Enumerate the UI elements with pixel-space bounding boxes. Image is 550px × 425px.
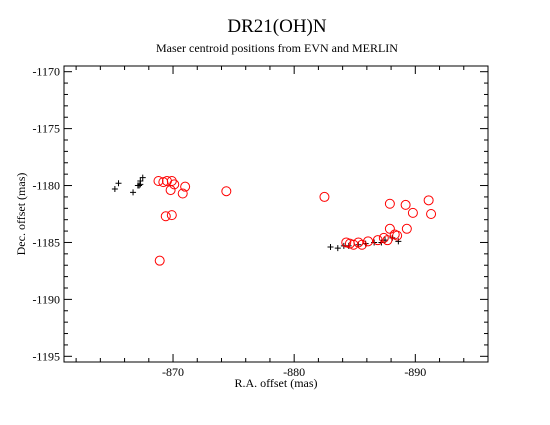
circle-data-point [153, 175, 164, 186]
circle-data-point [372, 235, 383, 246]
y-tick-label: -1190 [32, 292, 60, 306]
y-tick-label: -1185 [32, 235, 60, 249]
y-tick-label: -1175 [32, 122, 60, 136]
plus-data-point [327, 244, 334, 251]
plus-data-point [139, 174, 146, 181]
axis-tick-labels: -870 -880 -890 -1170 -1175 -1180 -1185 -1190 -11… [32, 65, 426, 379]
circle-data-point [392, 230, 403, 241]
chart-title: DR21(OH)N [227, 16, 326, 37]
circle-data-point [400, 199, 411, 210]
circle-data-point [160, 211, 171, 222]
x-tick-label: -890 [404, 365, 426, 379]
plus-data-point [111, 185, 118, 192]
axis-ticks [64, 66, 488, 362]
plus-data-point [334, 245, 341, 252]
circle-data-point [154, 255, 165, 266]
plus-data-point [136, 182, 143, 189]
circle-data-point [221, 186, 232, 197]
x-tick-label: -880 [283, 365, 305, 379]
circle-data-point [169, 179, 180, 190]
circle-data-point [348, 239, 359, 250]
y-tick-label: -1170 [32, 65, 60, 79]
circle-data-point [426, 209, 437, 219]
circle-data-point [165, 185, 176, 196]
circle-data-point [166, 210, 177, 221]
plus-data-point [137, 181, 144, 188]
y-tick-label: -1180 [32, 179, 60, 193]
circle-data-point [384, 198, 395, 209]
circle-data-point [177, 188, 188, 199]
circle-data-point [357, 239, 368, 250]
circle-data-point [319, 191, 330, 202]
circle-data-point [382, 235, 393, 246]
circle-data-point [389, 229, 400, 240]
y-axis-label: Dec. offset (mas) [14, 173, 28, 256]
circle-data-point [363, 236, 374, 247]
x-tick-label: -870 [162, 365, 184, 379]
circle-data-point [423, 195, 434, 206]
plus-data-point [395, 238, 402, 245]
y-tick-label: -1195 [32, 349, 60, 363]
plot-frame [63, 65, 489, 363]
circle-data-point [407, 207, 418, 218]
chart-subtitle: Maser centroid positions from EVN and ME… [156, 41, 398, 55]
circle-data-point [401, 223, 412, 234]
plus-data-point [115, 180, 122, 187]
plus-data-point [130, 189, 137, 196]
circle-data-point [384, 223, 395, 234]
x-axis-label: R.A. offset (mas) [234, 376, 317, 390]
data-points [111, 174, 437, 266]
circle-data-point [180, 181, 191, 192]
